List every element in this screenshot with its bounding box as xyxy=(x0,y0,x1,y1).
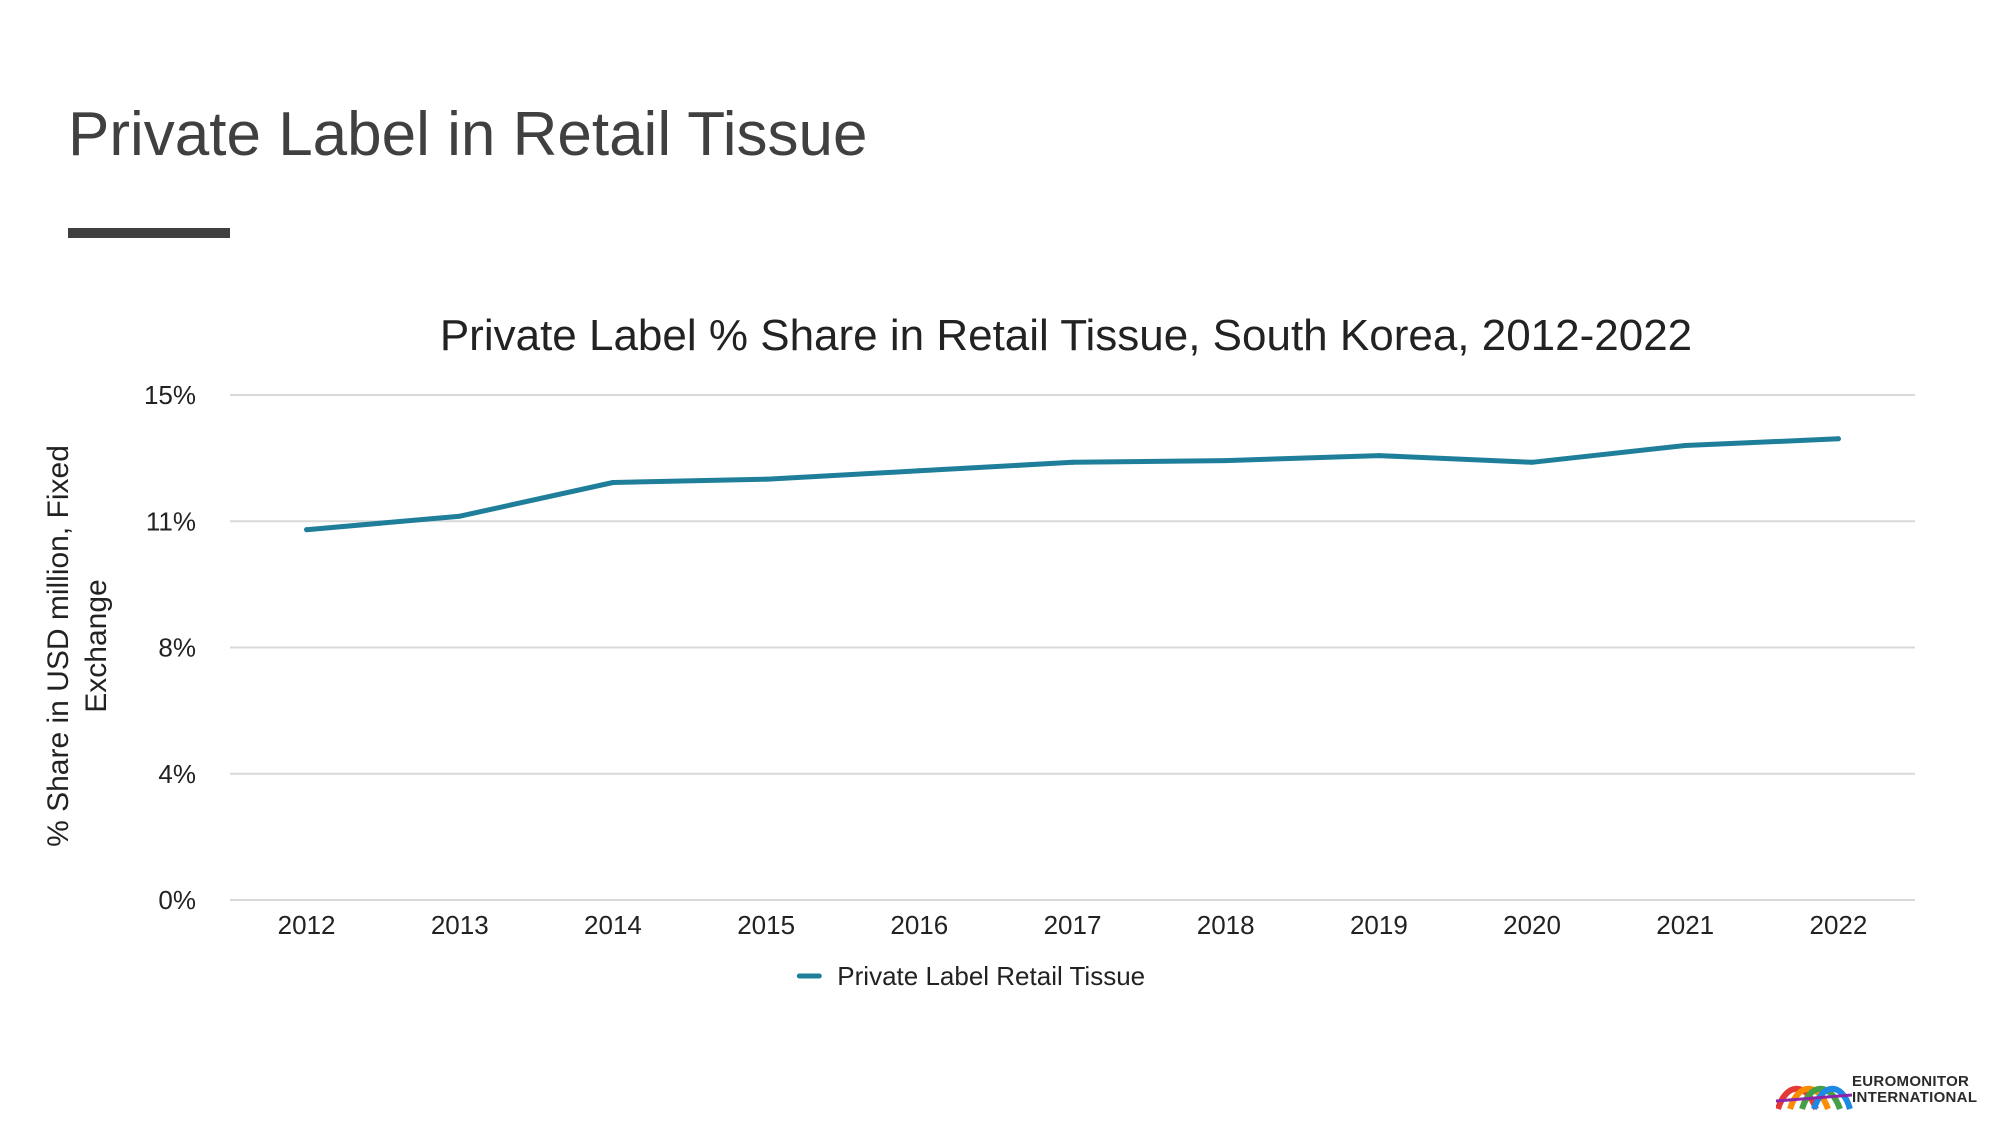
slide-title: Private Label in Retail Tissue xyxy=(68,100,868,169)
data-point xyxy=(916,468,922,474)
x-tick-label: 2017 xyxy=(1044,910,1102,940)
data-point xyxy=(1070,459,1075,465)
y-tick-label: 15% xyxy=(144,380,196,410)
logo-wordmark: EUROMONITOR INTERNATIONAL xyxy=(1852,1074,1977,1106)
x-tick-label: 2013 xyxy=(431,910,489,940)
series-group xyxy=(304,436,1841,533)
data-point xyxy=(1529,459,1535,465)
y-axis-label: % Share in USD million, Fixed Exchange xyxy=(42,445,113,847)
logo-line-1: EUROMONITOR xyxy=(1852,1073,1970,1090)
chart-title: Private Label % Share in Retail Tissue, … xyxy=(440,311,1692,360)
euromonitor-logo-icon xyxy=(1776,1085,1853,1111)
y-tick-label: 8% xyxy=(158,633,196,663)
logo-line-2: INTERNATIONAL xyxy=(1852,1089,1978,1106)
x-tick-label: 2014 xyxy=(584,910,642,940)
title-underline xyxy=(68,228,230,238)
y-tick-label: 4% xyxy=(158,759,196,789)
data-point xyxy=(1835,436,1841,442)
data-point xyxy=(1376,453,1382,459)
x-tick-label: 2021 xyxy=(1656,910,1714,940)
x-tick-label: 2016 xyxy=(890,910,948,940)
legend: Private Label Retail Tissue xyxy=(796,961,1145,991)
y-tick-labels: 0% 4% 8% 11% 15% xyxy=(144,380,196,915)
series-line xyxy=(304,436,1841,533)
gridlines xyxy=(230,394,1915,901)
x-tick-label: 2018 xyxy=(1197,910,1255,940)
y-tick-label: 0% xyxy=(158,885,196,915)
x-tick-labels: 2012 2013 2014 2015 2016 2017 2018 2019 2020 2021… xyxy=(278,910,1868,940)
y-axis-label-line: Exchange xyxy=(80,579,113,712)
x-tick-label: 2012 xyxy=(278,910,336,940)
y-axis-label-line: % Share in USD million, Fixed xyxy=(42,445,75,847)
data-point xyxy=(763,476,769,482)
y-tick-label: 11% xyxy=(146,506,196,536)
data-point xyxy=(304,527,310,533)
data-point xyxy=(1223,458,1229,464)
x-tick-label: 2022 xyxy=(1809,910,1867,940)
data-point xyxy=(457,513,463,519)
data-point xyxy=(610,480,616,486)
x-tick-label: 2019 xyxy=(1350,910,1408,940)
legend-label: Private Label Retail Tissue xyxy=(837,961,1145,991)
x-tick-label: 2020 xyxy=(1503,910,1561,940)
data-point xyxy=(1682,443,1688,448)
x-tick-label: 2015 xyxy=(737,910,795,940)
